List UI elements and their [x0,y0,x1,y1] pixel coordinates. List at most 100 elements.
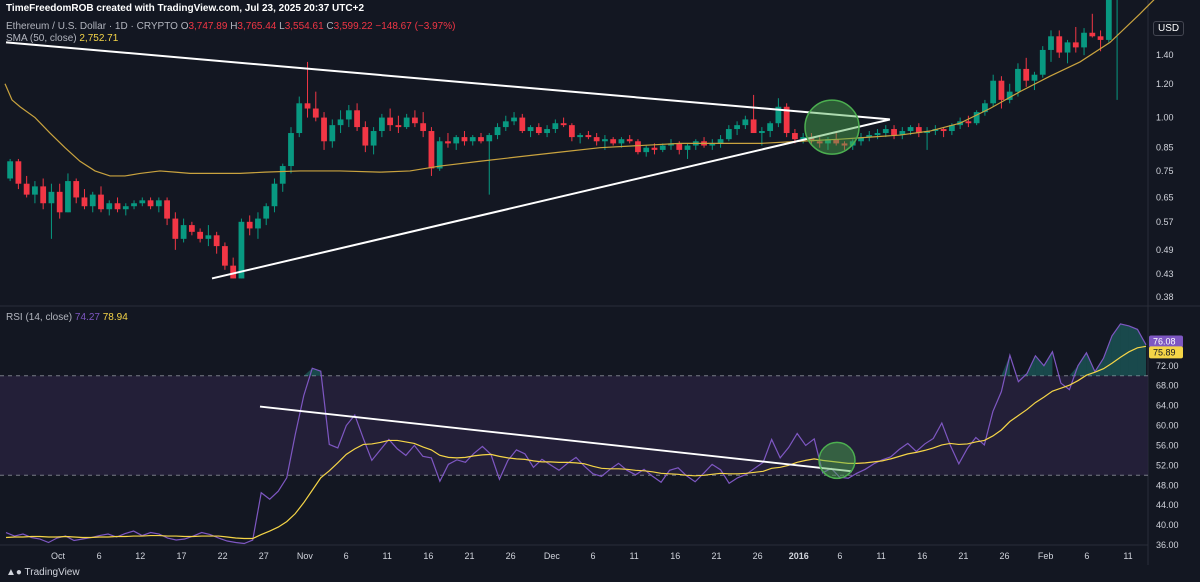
candle-body [725,129,732,140]
candle-body [783,106,790,134]
candle-body [246,221,253,229]
footer-logo-text: TradingView [24,567,80,578]
price-tick-label: 1.40 [1156,50,1174,60]
candle-body [205,235,212,239]
candle-body [81,197,88,207]
rsi-overbought-fill [1111,323,1121,376]
candle-body [990,80,997,104]
candle-body [544,129,550,134]
candle-body [560,123,567,126]
rsi-band [0,375,1148,476]
candle-body [155,200,162,207]
time-tick-label: Oct [51,551,66,561]
candle-body [494,127,501,136]
low-label: L [279,21,285,32]
candle-body [255,218,261,229]
close-value: 3,599.22 [333,21,373,32]
candle-body [535,127,542,134]
candle-body [915,127,922,134]
candle-body [89,194,96,207]
rsi-overbought-fill [1120,323,1129,376]
candle-body [1064,42,1071,53]
time-tick-label: 12 [135,551,145,561]
rsi-overbought-fill [1137,329,1146,376]
candle-body [808,137,815,142]
rsi-descending-trendline [259,405,853,473]
candle-body [403,117,410,128]
candle-body [841,143,848,146]
rsi-ma-line [5,345,1147,540]
candle-body [296,103,303,134]
candle-body [230,265,237,279]
tradingview-logo-icon[interactable]: ▲● TradingView [6,567,80,578]
rsi-ma-value: 78.94 [102,312,128,323]
candle-body [222,246,228,266]
candle-body [511,117,517,122]
rsi-tick-label: 48.00 [1156,480,1179,490]
candle-body [180,225,187,239]
candle-body [750,119,757,134]
candle-body [1006,91,1013,100]
sma-legend[interactable]: SMA (50, close) 2,752.71 [6,33,118,44]
candle-body [378,117,385,132]
high-value: 3,765.44 [237,21,277,32]
candle-body [734,125,740,130]
rsi-value-badge-label: 75.89 [1153,347,1176,357]
time-tick-label: 6 [1084,551,1089,561]
time-tick-label: 26 [753,551,763,561]
rsi-tick-label: 40.00 [1156,520,1179,530]
candle-body [940,129,947,132]
candle-body [618,139,625,144]
candle-body [271,183,278,207]
rsi-legend[interactable]: RSI (14, close) 74.27 78.94 [6,312,128,323]
candle-body [65,181,71,213]
time-tick-label: 16 [670,551,680,561]
ascending-trendline [211,118,891,280]
high-label: H [230,21,238,32]
candle-body [412,117,418,124]
candle-body [370,131,377,146]
candle-body [453,137,460,144]
candle-body [717,139,724,144]
candle-body [98,194,104,210]
time-tick-label: 6 [344,551,349,561]
candle-body [610,139,617,144]
candle-body [676,143,683,150]
candle-body [188,225,195,232]
candle-body [40,186,47,204]
currency-button[interactable]: USD [1153,21,1185,36]
candle-body [56,191,63,213]
price-tick-label: 0.65 [1156,192,1174,202]
candle-body [758,131,765,134]
time-tick-label: 26 [506,551,516,561]
candle-body [436,141,443,169]
candle-body [924,131,930,134]
candle-body [982,103,988,113]
candle-body [1031,74,1038,81]
candle-body [122,206,129,210]
candle-body [362,127,369,146]
time-tick-label: Nov [297,551,314,561]
symbol-legend: Ethereum / U.S. Dollar · 1D · CRYPTO O3,… [6,21,455,32]
time-tick-label: 27 [259,551,269,561]
candle-body [866,135,873,138]
candle-body [114,203,121,210]
open-value: 3,747.89 [188,21,228,32]
candle-body [1048,36,1054,50]
candle-body [965,121,972,124]
candle-body [767,123,774,132]
descending-trendline [5,41,891,121]
candle-body [478,137,484,142]
candle-body [775,106,782,124]
sma-line [4,0,1155,177]
sma-value: 2,752.71 [79,33,119,44]
time-tick-label: 22 [218,551,228,561]
candle-body [527,127,534,132]
candle-body [164,200,170,219]
candle-body [486,135,493,142]
time-tick-label: 21 [465,551,475,561]
candle-body [354,110,360,128]
candle-body [469,137,476,142]
candle-body [1081,32,1087,48]
candle-body [445,141,451,144]
